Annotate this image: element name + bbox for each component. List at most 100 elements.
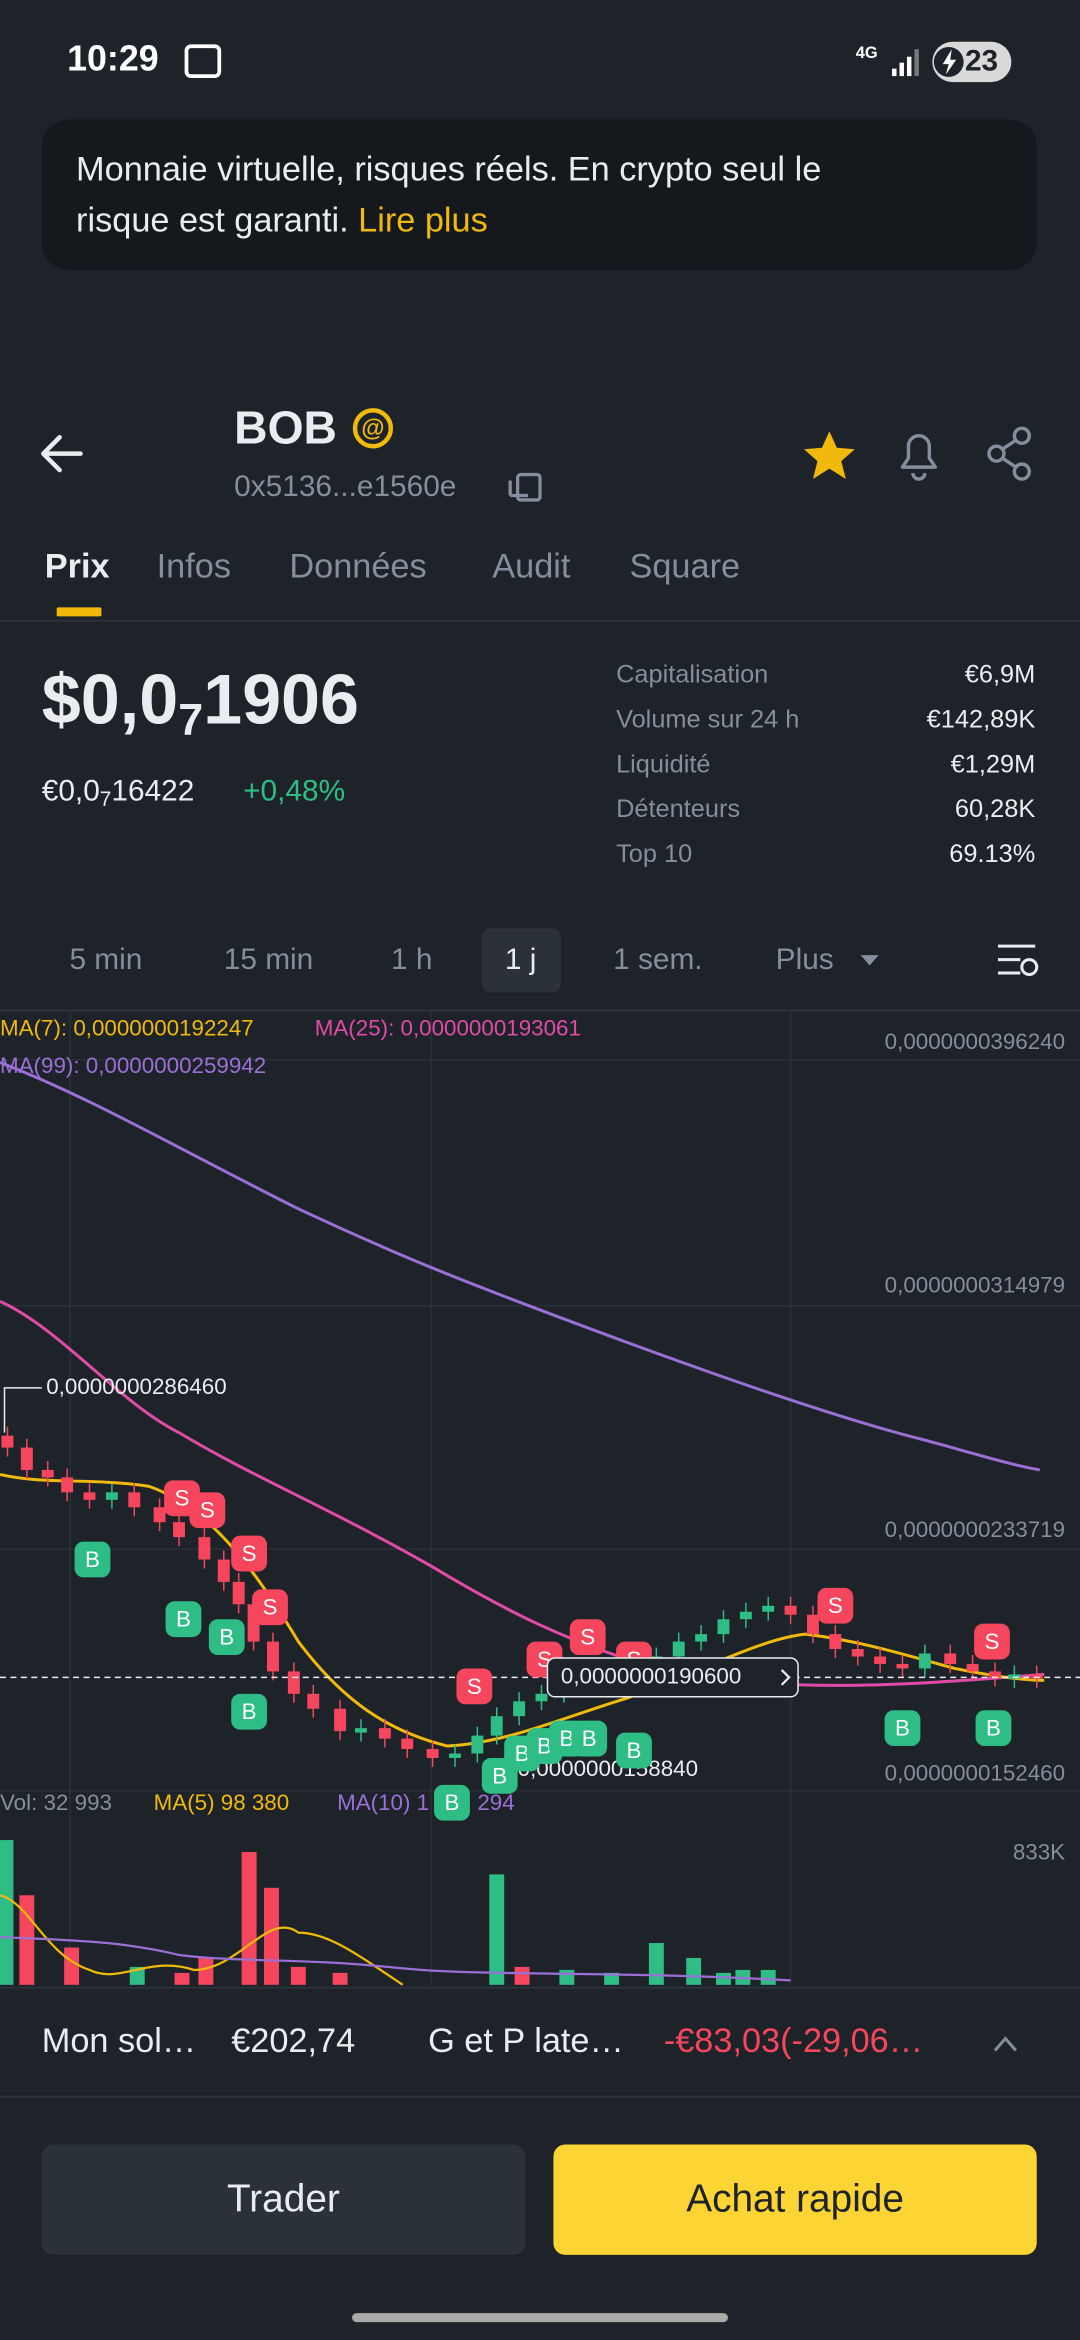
candle-body bbox=[232, 1581, 245, 1605]
stat-value: €1,29M bbox=[951, 750, 1036, 778]
candle-body bbox=[198, 1537, 211, 1560]
trade-marker-label: B bbox=[559, 1726, 574, 1751]
price-axis-label: 0,0000000314979 bbox=[885, 1272, 1065, 1297]
interval-more[interactable]: Plus bbox=[776, 943, 834, 976]
interval[interactable]: 15 min bbox=[224, 943, 314, 976]
volume-bar bbox=[241, 1852, 257, 1985]
volume-bar bbox=[648, 1943, 664, 1985]
interval[interactable]: 5 min bbox=[69, 943, 142, 976]
tab[interactable]: Square bbox=[630, 548, 741, 586]
trade-marker-label: S bbox=[580, 1625, 595, 1650]
badge-ring bbox=[352, 408, 394, 449]
trade-marker-label: B bbox=[85, 1547, 100, 1572]
tab[interactable]: Prix bbox=[45, 548, 110, 586]
grid bbox=[0, 1010, 1080, 1985]
bolt bbox=[942, 49, 957, 75]
candle-body bbox=[217, 1559, 230, 1582]
candle-body bbox=[918, 1653, 931, 1669]
stat-label: Liquidité bbox=[616, 750, 710, 778]
trade-marker-label: B bbox=[895, 1716, 910, 1741]
quick-buy-button[interactable] bbox=[553, 2144, 1037, 2255]
home-indicator bbox=[352, 2313, 728, 2323]
stat-label: Capitalisation bbox=[616, 661, 768, 689]
current-price: 0,0000000190600 bbox=[561, 1663, 741, 1688]
trade-marker bbox=[189, 1492, 226, 1529]
contract-address: 0x5136...e1560e bbox=[234, 470, 456, 503]
stat-label: Volume sur 24 h bbox=[616, 706, 799, 734]
candle-body bbox=[247, 1604, 260, 1642]
trade-button-label: Trader bbox=[227, 2177, 340, 2220]
price-axis-label: 0,0000000152460 bbox=[885, 1760, 1065, 1785]
favorite-button[interactable] bbox=[804, 431, 855, 480]
price-axis-label: 0,0000000233719 bbox=[885, 1517, 1065, 1542]
volume-bar bbox=[332, 1972, 348, 1985]
trade-marker-label: S bbox=[467, 1674, 482, 1699]
share-button[interactable] bbox=[987, 426, 1031, 481]
banner-link[interactable]: Lire plus bbox=[358, 201, 488, 239]
candle-body bbox=[449, 1753, 461, 1758]
volume-bar bbox=[489, 1874, 505, 1985]
balance-label: Mon sol… bbox=[42, 2022, 196, 2060]
trade-button[interactable] bbox=[41, 2144, 526, 2255]
candle-body bbox=[762, 1605, 775, 1612]
candle-body bbox=[401, 1738, 414, 1750]
screenshot-icon bbox=[184, 44, 222, 78]
candle-body bbox=[153, 1507, 166, 1523]
candle-body bbox=[105, 1492, 118, 1500]
candle-body bbox=[307, 1693, 320, 1709]
banner-text: risque est garanti. bbox=[76, 201, 349, 239]
candle-body bbox=[267, 1641, 279, 1672]
trade-marker bbox=[571, 1720, 608, 1757]
price-axis-label: 0,0000000396240 bbox=[885, 1029, 1065, 1054]
current-price-box[interactable] bbox=[546, 1657, 799, 1698]
chevron bbox=[780, 1669, 791, 1686]
candle-body bbox=[287, 1671, 300, 1694]
badge: @ bbox=[361, 415, 384, 442]
copy-button[interactable] bbox=[508, 472, 542, 502]
trade-marker-label: B bbox=[582, 1726, 597, 1751]
trade-marker-label: S bbox=[200, 1498, 215, 1523]
vol-ma5 bbox=[0, 1894, 404, 1986]
volume-bar bbox=[19, 1895, 35, 1985]
price-usd: $0,0 bbox=[42, 660, 178, 738]
candle-body bbox=[535, 1693, 548, 1702]
signal-icon bbox=[892, 49, 919, 77]
volume-bar bbox=[264, 1887, 279, 1985]
trade-marker-label: B bbox=[242, 1699, 257, 1724]
volume-bar bbox=[716, 1972, 731, 1985]
ma25-line bbox=[0, 1299, 1045, 1687]
trade-marker-label: B bbox=[445, 1790, 460, 1815]
tab[interactable]: Audit bbox=[492, 548, 571, 586]
volume-legend: MA(10) 1 bbox=[337, 1790, 429, 1815]
expand-button[interactable] bbox=[993, 2036, 1017, 2052]
stat-value: €6,9M bbox=[965, 661, 1035, 689]
trade-marker-label: S bbox=[828, 1593, 843, 1618]
back-button[interactable] bbox=[41, 435, 83, 473]
candle-body bbox=[61, 1477, 74, 1493]
price-eur: 16422 bbox=[111, 774, 194, 807]
trade-marker bbox=[975, 1710, 1012, 1747]
tab[interactable]: Données bbox=[289, 548, 426, 586]
candle-body bbox=[83, 1492, 96, 1500]
status-time: 10:29 bbox=[67, 39, 159, 79]
interval[interactable]: 1 h bbox=[391, 943, 432, 976]
candle-body bbox=[378, 1728, 391, 1739]
candle-body bbox=[173, 1522, 185, 1538]
volume-bar bbox=[559, 1969, 575, 1985]
tab[interactable]: Infos bbox=[157, 548, 231, 586]
trade-marker bbox=[569, 1619, 606, 1656]
candle-body bbox=[1, 1435, 14, 1448]
candle-body bbox=[966, 1663, 979, 1672]
candle-body bbox=[896, 1663, 909, 1669]
volume-bar bbox=[0, 1840, 14, 1985]
interval[interactable]: 1 j bbox=[505, 943, 537, 976]
price-change: +0,48% bbox=[243, 774, 345, 807]
candle-body bbox=[490, 1716, 503, 1736]
pnl: -€83,03(-29,06… bbox=[664, 2022, 923, 2060]
trade-marker bbox=[231, 1535, 268, 1572]
chart-settings[interactable] bbox=[997, 944, 1039, 976]
alert-button[interactable] bbox=[900, 434, 938, 481]
stat-value: 69.13% bbox=[949, 840, 1035, 868]
interval[interactable]: 1 sem. bbox=[613, 943, 702, 976]
